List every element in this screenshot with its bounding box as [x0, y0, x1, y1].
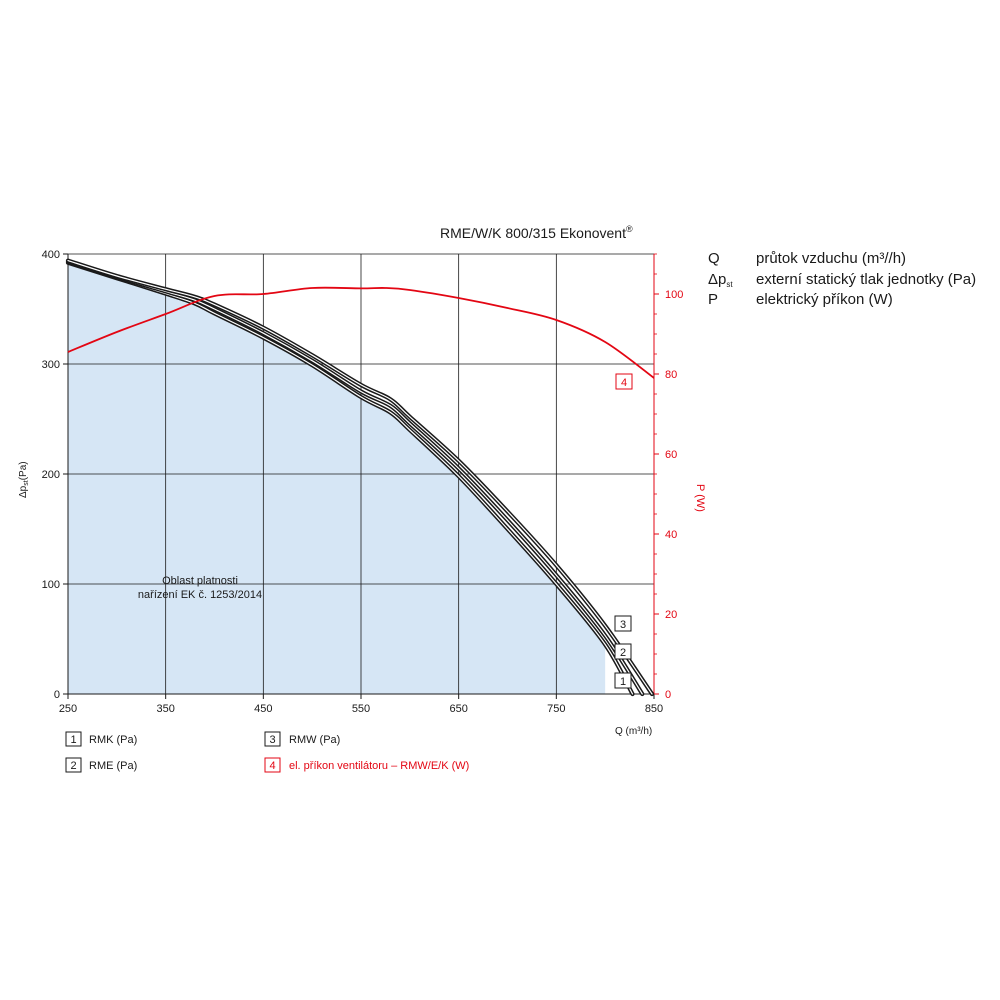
y-left-tick-label: 400: [42, 249, 60, 261]
symbol-p: P: [708, 291, 718, 308]
series-3-line-core: [67, 260, 653, 695]
x-tick-label: 450: [254, 703, 272, 715]
symbol-p-text: elektrický příkon (W): [756, 291, 893, 308]
y-left-tick-label: 100: [42, 579, 60, 591]
x-tick-label: 550: [352, 703, 370, 715]
region-label-line2: nařízení EK č. 1253/2014: [138, 589, 262, 601]
y-axis-right-label: P (W): [694, 484, 706, 512]
x-tick-label: 850: [645, 703, 663, 715]
x-tick-label: 650: [449, 703, 467, 715]
curve-marker-1: 1: [620, 676, 626, 688]
legend-label-1: RMK (Pa): [89, 734, 137, 746]
legend-num-1: 1: [70, 734, 76, 746]
legend-num-2: 2: [70, 760, 76, 772]
text-group: RME/W/K 800/315 Ekonovent® Q (m³/h) Δpst…: [18, 224, 706, 737]
x-tick-label: 250: [59, 703, 77, 715]
y-right-tick-label: 40: [665, 529, 677, 541]
symbol-legend: Q průtok vzduchu (m³//h) Δpst externí st…: [708, 250, 976, 308]
series-legend: 1 RMK (Pa) 3 RMW (Pa) 2 RME (Pa) 4 el. p…: [65, 731, 469, 773]
chart-title: RME/W/K 800/315 Ekonovent®: [440, 224, 633, 241]
legend-box-2: [65, 757, 82, 773]
legend-label-4: el. příkon ventilátoru – RMW/E/K (W): [289, 760, 469, 772]
curve-marker-box-3: [614, 615, 632, 632]
symbol-dp-text: externí statický tlak jednotky (Pa): [756, 271, 976, 288]
legend-num-4: 4: [269, 760, 275, 772]
y-left-tick-label: 300: [42, 359, 60, 371]
y-right-tick-label: 20: [665, 609, 677, 621]
y-axis-left-label: Δpst(Pa): [18, 461, 30, 498]
y-left-tick-label: 0: [54, 689, 60, 701]
legend-box-3: [264, 731, 281, 747]
validity-region: [68, 262, 606, 694]
symbol-q-text: průtok vzduchu (m³//h): [756, 250, 906, 267]
curve-marker-box-1: [614, 672, 632, 689]
curve-marker-box-4: [615, 373, 633, 390]
legend-num-3: 3: [269, 734, 275, 746]
symbol-dp: Δpst: [708, 271, 733, 289]
y-right-tick-label: 60: [665, 449, 677, 461]
series-4-line: [67, 286, 655, 379]
legend-label-3: RMW (Pa): [289, 734, 340, 746]
series-group: [65, 258, 655, 697]
curve-markers: 3 2 1 4: [614, 373, 633, 689]
curve-marker-3: 3: [620, 619, 626, 631]
y-left-tick-label: 200: [42, 469, 60, 481]
y-right-tick-label: 80: [665, 369, 677, 381]
y-right-tick-label: 0: [665, 689, 671, 701]
legend-box-1: [65, 731, 82, 747]
curve-marker-2: 2: [620, 647, 626, 659]
series-1-line-core: [67, 262, 634, 695]
legend-box-4: [264, 757, 281, 773]
x-tick-label: 350: [156, 703, 174, 715]
x-tick-label: 750: [547, 703, 565, 715]
validity-region-fill: [68, 262, 606, 694]
curve-marker-box-2: [614, 643, 632, 660]
curve-marker-4: 4: [621, 377, 627, 389]
region-label-line1: Oblast platnosti: [162, 575, 238, 587]
symbol-q: Q: [708, 250, 720, 267]
y-right-tick-label: 100: [665, 289, 683, 301]
x-axis-label: Q (m³/h): [615, 726, 652, 737]
legend-label-2: RME (Pa): [89, 760, 137, 772]
series-2-line-core: [67, 261, 643, 695]
